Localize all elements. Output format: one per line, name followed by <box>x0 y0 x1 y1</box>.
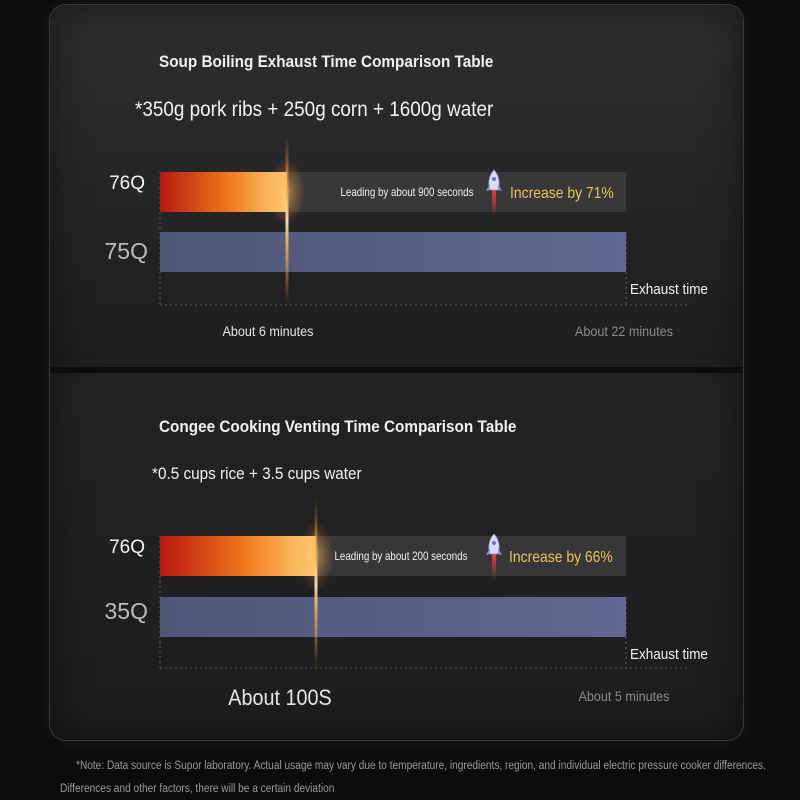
bar-76q <box>160 536 316 576</box>
lead-annotation: Leading by about 900 seconds <box>341 186 474 199</box>
rocket-icon <box>486 169 502 216</box>
chart-1-subtitle: *350g pork ribs + 250g corn + 1600g wate… <box>135 98 494 121</box>
increase-label: Increase by 71% <box>510 185 614 202</box>
chart-2-subtitle: *0.5 cups rice + 3.5 cups water <box>152 464 362 483</box>
rocket-window <box>492 177 496 181</box>
bar-35q <box>160 597 626 637</box>
section-divider <box>50 367 743 373</box>
category-label-76q: 76Q <box>109 537 145 558</box>
rocket-exhaust <box>492 190 496 216</box>
category-label-35q: 35Q <box>105 598 148 624</box>
value-label-76q: About 6 minutes <box>223 323 314 339</box>
chart-1-title: Soup Boiling Exhaust Time Comparison Tab… <box>159 52 494 71</box>
x-axis-title: Exhaust time <box>630 281 708 298</box>
rocket-fin-right <box>498 184 502 191</box>
rocket-fin-left <box>486 548 490 555</box>
value-label-35q: About 5 minutes <box>579 688 670 704</box>
chart-2-title: Congee Cooking Venting Time Comparison T… <box>159 417 517 436</box>
bar-end-flare <box>314 500 318 668</box>
rocket-icon <box>486 533 502 580</box>
footnote-line-1: *Note: Data source is Supor laboratory. … <box>76 760 766 772</box>
value-label-75q: About 22 minutes <box>575 323 673 339</box>
value-label-76q: About 100S <box>228 686 331 710</box>
rocket-fin-right <box>498 548 502 555</box>
bar-76q <box>160 172 287 212</box>
category-label-75q: 75Q <box>105 238 148 264</box>
bar-end-flare <box>285 136 289 305</box>
rocket-window <box>492 541 496 545</box>
increase-label: Increase by 66% <box>509 549 613 566</box>
x-axis-title: Exhaust time <box>630 646 708 663</box>
bar-75q <box>160 232 626 272</box>
category-label-76q: 76Q <box>109 173 145 194</box>
rocket-fin-left <box>486 184 490 191</box>
rocket-exhaust <box>492 554 496 580</box>
footnote-line-2: Differences and other factors, there wil… <box>60 783 335 795</box>
lead-annotation: Leading by about 200 seconds <box>335 550 468 563</box>
